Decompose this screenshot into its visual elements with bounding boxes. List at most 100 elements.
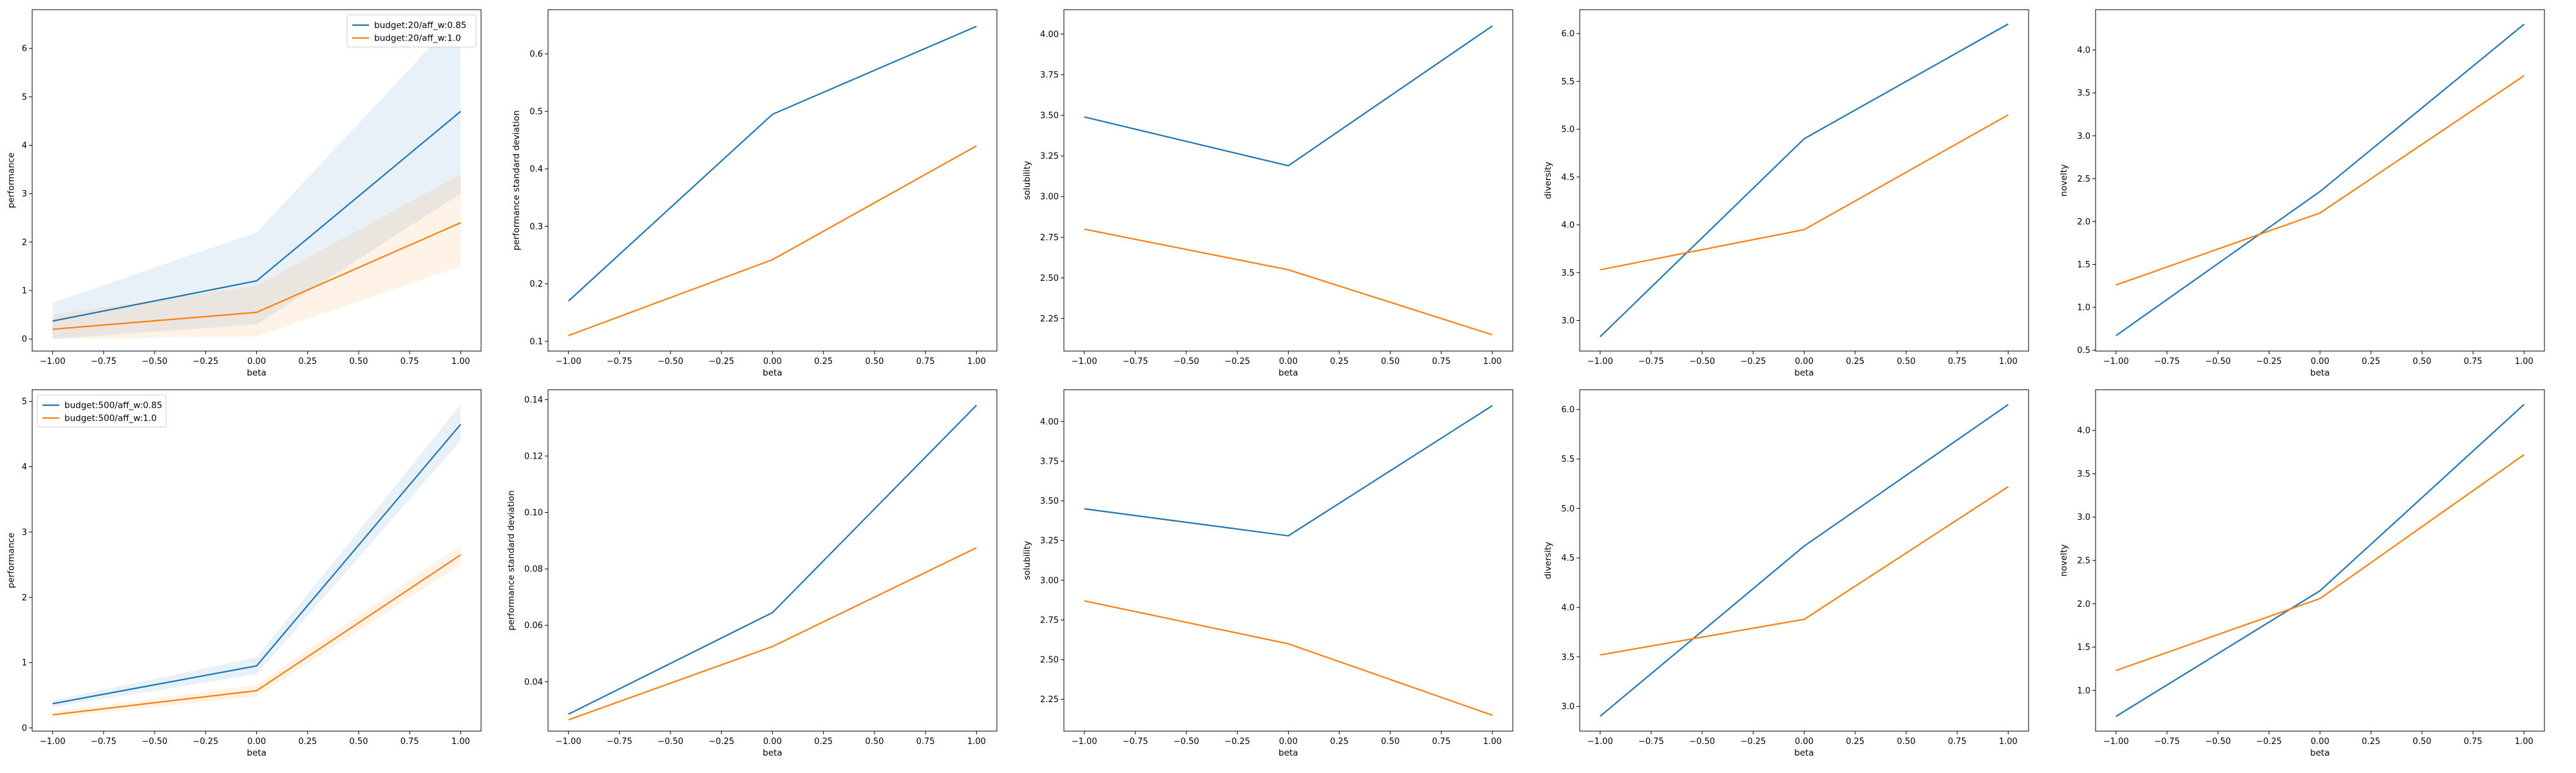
y-tick-label: 0.12 (524, 452, 543, 461)
y-tick-label: 0.6 (529, 50, 543, 59)
x-tick-label: 0.25 (2362, 357, 2380, 367)
x-tick-label: −1.00 (1587, 737, 1613, 747)
y-tick-label: 4.0 (1561, 603, 1575, 613)
x-tick-label: 0.00 (1279, 737, 1298, 747)
y-tick-label: 5.0 (1561, 125, 1575, 135)
x-tick-label: 0.25 (2362, 737, 2380, 747)
y-tick-label: 6 (22, 44, 27, 54)
y-tick-label: 6.0 (1561, 30, 1575, 39)
y-tick-label: 3.75 (1040, 70, 1059, 80)
y-tick-label: 0 (22, 335, 27, 345)
series-line-blue (1084, 25, 1493, 167)
x-tick-label: −0.25 (1224, 357, 1250, 367)
x-tick-label: 0.25 (298, 737, 317, 747)
x-tick-label: 0.75 (401, 737, 419, 747)
y-tick-label: 2.75 (1040, 233, 1059, 243)
series-line-blue (1599, 404, 2009, 717)
y-tick-label: 5 (22, 397, 27, 407)
y-tick-label: 4.00 (1040, 417, 1059, 427)
x-axis-label: beta (1794, 748, 1814, 758)
x-tick-label: 1.00 (1483, 357, 1502, 367)
y-tick-label: 4 (22, 463, 27, 472)
subplot-r0c3: −1.00 −0.75 −0.50 −0.25 0.00 0.25 0.50 0.75 1.00… (1543, 9, 2029, 378)
x-tick-label: 1.00 (967, 357, 986, 367)
x-tick-label: −0.25 (1224, 737, 1250, 747)
x-tick-label: 0.75 (2464, 357, 2483, 367)
x-tick-label: −0.25 (2256, 357, 2282, 367)
x-tick-label: −1.00 (40, 357, 66, 367)
x-tick-label: −0.50 (658, 737, 683, 747)
x-axis-label: beta (1278, 748, 1298, 758)
x-axis-label: beta (2310, 368, 2329, 378)
x-tick-label: 0.50 (1897, 357, 1915, 367)
y-tick-label: 3 (22, 528, 27, 537)
x-tick-label: 0.75 (1432, 357, 1451, 367)
legend: budget:500/aff_w:0.85 budget:500/aff_w:1.… (37, 394, 167, 428)
y-tick-label: 3.25 (1040, 152, 1059, 162)
y-tick-label: 4.0 (2077, 426, 2090, 436)
y-tick-label: 3.00 (1040, 193, 1059, 202)
x-tick-label: 0.00 (1795, 357, 1814, 367)
plot-frame (32, 389, 482, 732)
y-axis-label: solubility (1022, 541, 1032, 580)
y-tick-label: 4.00 (1040, 30, 1059, 39)
y-tick-label: 3.5 (2077, 89, 2090, 99)
x-tick-label: −0.75 (1122, 357, 1148, 367)
x-tick-label: 0.25 (814, 737, 833, 747)
x-tick-label: −1.00 (1072, 357, 1097, 367)
y-tick-label: 0.10 (524, 508, 543, 518)
x-axis-label: beta (762, 368, 782, 378)
y-tick-label: 3.50 (1040, 497, 1059, 506)
y-tick-label: 4.5 (1561, 173, 1575, 182)
x-tick-label: −1.00 (2103, 737, 2129, 747)
y-axis-label: performance (6, 153, 17, 208)
x-tick-label: 0.75 (916, 737, 935, 747)
x-tick-label: −0.75 (2154, 357, 2180, 367)
x-tick-label: 0.50 (865, 737, 884, 747)
x-axis-label: beta (1794, 368, 1814, 378)
subplot-r0c2: −1.00 −0.75 −0.50 −0.25 0.00 0.25 0.50 0.75 1.00… (1022, 9, 1513, 378)
x-tick-label: 0.25 (1846, 737, 1864, 747)
subplot-r1c1: −1.00 −0.75 −0.50 −0.25 0.00 0.25 0.50 0.75 1.00… (506, 389, 998, 758)
x-tick-label: 0.50 (865, 357, 884, 367)
x-tick-label: 0.25 (814, 357, 833, 367)
x-tick-label: −0.50 (1173, 737, 1199, 747)
series-line-blue (1599, 23, 2009, 338)
x-tick-label: −0.50 (2205, 737, 2231, 747)
y-tick-label: 1.5 (2077, 260, 2090, 270)
x-tick-label: 0.50 (2412, 737, 2431, 747)
series-line-orange (1084, 600, 1493, 716)
x-tick-label: −0.25 (1740, 357, 1766, 367)
x-tick-label: 1.00 (1483, 737, 1502, 747)
y-axis-label: performance (6, 533, 17, 588)
x-tick-label: 0.50 (1381, 357, 1399, 367)
x-tick-label: 1.00 (967, 737, 986, 747)
legend-box (346, 14, 477, 48)
y-tick-label: 4.5 (1561, 554, 1575, 564)
y-tick-label: 2.50 (1040, 656, 1059, 665)
x-axis-label: beta (247, 368, 266, 378)
y-tick-label: 3.5 (1561, 653, 1575, 662)
subplot-r1c2: −1.00 −0.75 −0.50 −0.25 0.00 0.25 0.50 0.75 1.00… (1022, 389, 1513, 758)
x-tick-label: −0.75 (91, 357, 117, 367)
x-tick-label: −1.00 (556, 357, 582, 367)
series-line-orange (568, 145, 977, 336)
x-tick-label: 0.00 (2311, 357, 2329, 367)
x-tick-label: 0.75 (1948, 737, 1967, 747)
y-tick-label: 5 (22, 93, 27, 102)
x-tick-label: −0.75 (1122, 737, 1148, 747)
y-tick-label: 2.0 (2077, 217, 2090, 227)
x-tick-label: 0.50 (1381, 737, 1399, 747)
x-axis-label: beta (247, 748, 266, 758)
y-tick-label: 4.0 (2077, 46, 2090, 55)
y-tick-label: 2.75 (1040, 616, 1059, 625)
y-axis-label: diversity (1543, 542, 1553, 579)
x-tick-label: −0.50 (142, 737, 167, 747)
y-tick-label: 0.14 (524, 396, 543, 405)
y-tick-label: 1.0 (2077, 303, 2090, 313)
legend-box (37, 394, 167, 428)
series-line-blue (1084, 405, 1493, 537)
x-tick-label: 0.75 (1948, 357, 1967, 367)
series-line-orange (2116, 453, 2524, 671)
